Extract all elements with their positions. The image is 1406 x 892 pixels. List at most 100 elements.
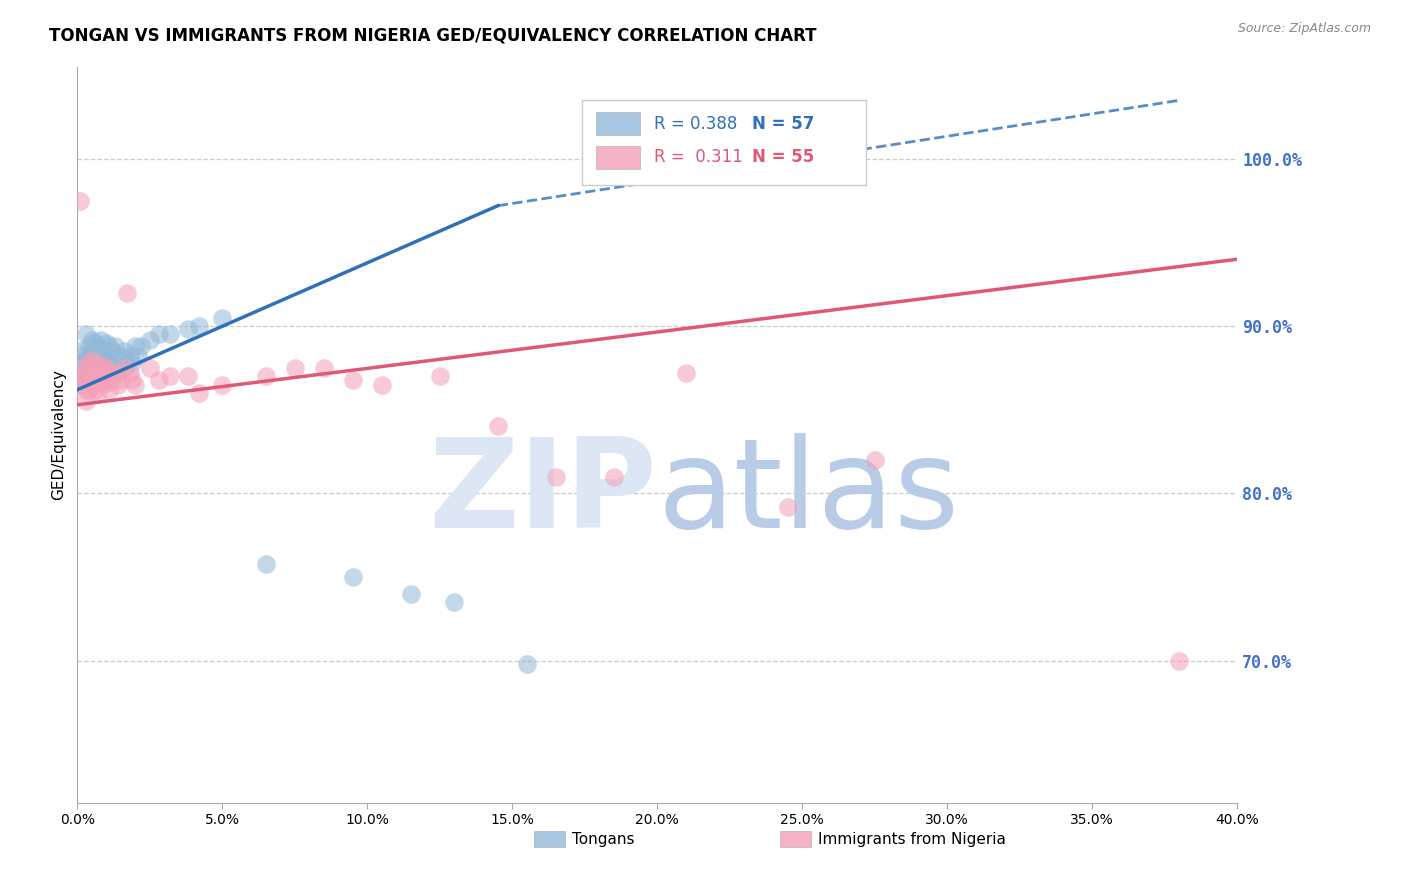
Point: [93, 359, 115, 374]
Point: [211, 310, 233, 325]
Point: [75, 394, 97, 409]
Point: [188, 386, 211, 401]
Point: [544, 469, 567, 483]
Point: [86, 352, 108, 367]
Text: atlas: atlas: [658, 434, 959, 554]
Point: [72, 360, 94, 375]
Point: [176, 322, 198, 336]
Point: [312, 360, 335, 375]
Point: [98, 339, 121, 353]
Point: [188, 319, 211, 334]
Point: [90, 333, 111, 347]
Point: [101, 344, 124, 359]
Point: [83, 369, 105, 384]
Text: N = 55: N = 55: [752, 148, 814, 167]
Point: [75, 369, 97, 384]
Y-axis label: GED/Equivalency: GED/Equivalency: [51, 369, 66, 500]
Point: [80, 377, 103, 392]
Point: [75, 352, 97, 367]
Point: [284, 360, 307, 375]
Point: [69, 356, 91, 370]
Text: N = 57: N = 57: [752, 114, 815, 133]
Point: [80, 344, 103, 359]
Point: [516, 657, 538, 671]
Point: [129, 339, 152, 353]
Point: [342, 373, 364, 387]
Point: [104, 366, 127, 380]
Point: [176, 369, 198, 384]
Point: [101, 373, 124, 387]
Point: [118, 349, 141, 363]
Point: [104, 339, 127, 353]
Point: [72, 373, 94, 387]
Point: [90, 359, 111, 374]
Point: [96, 376, 118, 390]
Point: [93, 344, 115, 359]
Point: [1168, 654, 1191, 668]
Point: [118, 366, 141, 380]
Point: [72, 377, 94, 392]
Point: [776, 500, 799, 514]
Point: [863, 453, 886, 467]
Point: [98, 356, 121, 370]
FancyBboxPatch shape: [582, 100, 866, 185]
Point: [83, 356, 105, 370]
Point: [80, 333, 103, 347]
Point: [93, 373, 115, 387]
Point: [107, 377, 129, 392]
Point: [80, 356, 103, 370]
Point: [159, 369, 181, 384]
Text: Immigrants from Nigeria: Immigrants from Nigeria: [818, 832, 1007, 847]
Point: [77, 356, 100, 370]
Point: [86, 375, 108, 389]
Point: [98, 383, 121, 397]
Point: [75, 369, 97, 384]
Point: [486, 419, 509, 434]
Point: [124, 339, 146, 353]
Text: TONGAN VS IMMIGRANTS FROM NIGERIA GED/EQUIVALENCY CORRELATION CHART: TONGAN VS IMMIGRANTS FROM NIGERIA GED/EQ…: [49, 27, 817, 45]
Point: [98, 366, 121, 380]
Point: [80, 366, 103, 380]
Point: [110, 349, 132, 363]
Point: [83, 359, 105, 374]
Point: [254, 557, 277, 571]
Point: [83, 335, 105, 350]
Point: [72, 360, 94, 375]
Text: Tongans: Tongans: [572, 832, 634, 847]
Point: [90, 344, 111, 359]
Point: [96, 335, 118, 350]
Point: [90, 364, 111, 378]
Point: [443, 595, 465, 609]
Point: [399, 587, 422, 601]
Bar: [596, 145, 640, 169]
Point: [342, 570, 364, 584]
Text: R =  0.311: R = 0.311: [654, 148, 742, 167]
Point: [90, 376, 111, 390]
Point: [96, 360, 118, 375]
Text: Source: ZipAtlas.com: Source: ZipAtlas.com: [1237, 22, 1371, 36]
Point: [110, 373, 132, 387]
Point: [139, 360, 162, 375]
Point: [93, 359, 115, 374]
Point: [107, 349, 129, 363]
Point: [69, 366, 91, 380]
Point: [148, 373, 170, 387]
Point: [77, 360, 100, 375]
Point: [83, 383, 105, 397]
Point: [115, 285, 138, 300]
Point: [77, 349, 100, 363]
Point: [80, 352, 103, 367]
Point: [75, 327, 97, 342]
Point: [86, 360, 108, 375]
Point: [139, 333, 162, 347]
Point: [69, 344, 91, 359]
Point: [69, 369, 91, 384]
Point: [675, 366, 697, 380]
Point: [80, 369, 103, 384]
Point: [86, 339, 108, 353]
Point: [159, 327, 181, 342]
Point: [124, 377, 146, 392]
Point: [112, 344, 135, 359]
Point: [371, 377, 394, 392]
Point: [254, 369, 277, 384]
